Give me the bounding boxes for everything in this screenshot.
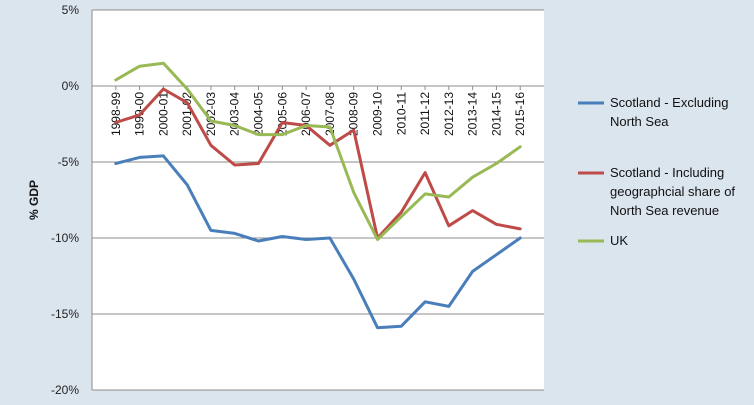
x-category-label: 2014-15 [489, 92, 503, 136]
x-category-label: 2008-09 [347, 92, 361, 136]
x-category-label: 2003-04 [228, 92, 242, 136]
x-category-label: 2013-14 [466, 92, 480, 136]
y-tick-label: -10% [51, 231, 79, 245]
legend-label-scotland-incl: Scotland - Including geographcial share o… [610, 165, 735, 218]
x-category-label: 2004-05 [252, 92, 266, 136]
x-category-label: 2001-02 [180, 92, 194, 136]
y-tick-label: -15% [51, 307, 79, 321]
plot-area [92, 10, 544, 390]
series-line-1 [114, 87, 522, 240]
x-category-label: 2000-01 [156, 92, 170, 136]
y-tick-labels: 5% 0% -5% -10% -15% -20% [51, 3, 79, 397]
x-category-label: 2002-03 [204, 92, 218, 136]
y-tick-label: -20% [51, 383, 79, 397]
y-tick-label: 5% [62, 3, 80, 17]
series-line-2 [114, 61, 522, 241]
x-category-label: 2005-06 [275, 92, 289, 136]
legend-item-scotland-incl: Scotland - Including geographcial share o… [578, 165, 735, 218]
legend: Scotland - Excluding North Sea Scotland -… [578, 95, 735, 248]
x-category-label: 2015-16 [513, 92, 527, 136]
legend-label-scotland-excl: Scotland - Excluding North Sea [610, 95, 729, 129]
x-category-label: 1998-99 [109, 92, 123, 136]
legend-item-scotland-excl: Scotland - Excluding North Sea [578, 95, 729, 129]
legend-item-uk: UK [578, 233, 628, 248]
x-category-labels: 1998-99 1999-00 2000-01 2001-02 2002-03 2003-… [109, 86, 527, 136]
x-category-label: 2007-08 [323, 92, 337, 136]
y-tick-label: 0% [62, 79, 80, 93]
x-category-label: 2010-11 [394, 92, 408, 135]
x-category-label: 2011-12 [418, 92, 432, 135]
y-tick-label: -5% [58, 155, 80, 169]
x-category-label: 2012-13 [442, 92, 456, 136]
series-line-0 [114, 154, 522, 330]
y-axis-title: % GDP [27, 180, 41, 220]
series-lines [114, 61, 522, 330]
x-category-label: 2009-10 [370, 92, 384, 136]
legend-label-uk: UK [610, 233, 628, 248]
